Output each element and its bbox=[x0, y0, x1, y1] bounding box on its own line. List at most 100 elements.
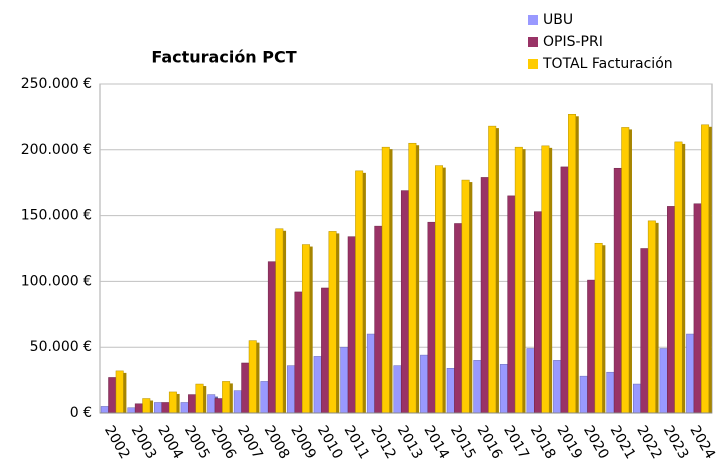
x-tick-label: 2020 bbox=[580, 423, 612, 462]
bar-side bbox=[442, 167, 446, 413]
bar-side bbox=[283, 230, 287, 413]
x-tick-label: 2019 bbox=[553, 423, 585, 462]
bar bbox=[355, 170, 364, 414]
x-tick-label: 2024 bbox=[686, 423, 718, 462]
x-tick-label: 2021 bbox=[607, 423, 639, 462]
bar-side bbox=[602, 245, 606, 413]
bar bbox=[142, 398, 151, 414]
x-tick-label: 2013 bbox=[394, 423, 426, 462]
bar bbox=[686, 333, 695, 414]
bar bbox=[100, 406, 109, 414]
bar bbox=[154, 402, 162, 414]
bar bbox=[347, 236, 356, 414]
x-tick-label: 2015 bbox=[447, 423, 479, 462]
bar bbox=[313, 356, 322, 414]
x-tick-label: 2004 bbox=[154, 423, 186, 462]
legend-swatch bbox=[528, 37, 538, 47]
bar bbox=[568, 114, 577, 414]
y-tick-label: 250.000 € bbox=[21, 76, 92, 92]
x-tick-label: 2016 bbox=[474, 423, 506, 462]
bar-side bbox=[362, 172, 366, 413]
bar bbox=[195, 383, 204, 414]
bar bbox=[108, 377, 117, 414]
bar bbox=[328, 231, 337, 414]
bar-side bbox=[682, 143, 686, 414]
bar-side bbox=[309, 246, 313, 413]
bar bbox=[667, 206, 675, 414]
bar bbox=[127, 407, 136, 414]
bar bbox=[340, 346, 349, 414]
bar bbox=[659, 348, 668, 414]
bar-side bbox=[229, 383, 233, 413]
bar bbox=[393, 365, 402, 414]
bar bbox=[222, 381, 231, 414]
bar bbox=[488, 125, 497, 414]
bar bbox=[287, 365, 296, 414]
bar-side bbox=[336, 233, 340, 413]
bar bbox=[188, 394, 197, 414]
bar-side bbox=[123, 372, 127, 413]
bar bbox=[526, 348, 535, 414]
y-tick-label: 150.000 € bbox=[21, 208, 92, 224]
bar bbox=[560, 166, 569, 414]
bar bbox=[587, 279, 596, 414]
bar bbox=[241, 362, 250, 414]
bar-side bbox=[176, 393, 180, 413]
bar bbox=[321, 287, 330, 414]
bar bbox=[381, 146, 390, 414]
legend-swatch bbox=[528, 59, 538, 69]
x-tick-label: 2010 bbox=[314, 423, 346, 462]
bar bbox=[606, 371, 615, 414]
bar-side bbox=[203, 386, 207, 413]
bar bbox=[594, 242, 603, 414]
bar bbox=[180, 402, 189, 414]
bar-side bbox=[256, 342, 260, 413]
bar bbox=[693, 203, 702, 414]
x-tick-label: 2008 bbox=[261, 423, 293, 462]
bar bbox=[446, 368, 455, 414]
x-tick-label: 2018 bbox=[527, 423, 559, 462]
x-tick-label: 2003 bbox=[128, 423, 160, 462]
bar bbox=[461, 179, 470, 414]
x-tick-label: 2023 bbox=[660, 423, 692, 462]
bar bbox=[207, 394, 216, 414]
bar bbox=[647, 220, 656, 414]
bar bbox=[454, 223, 463, 414]
bar bbox=[400, 190, 409, 414]
bar-side bbox=[549, 147, 553, 414]
bar bbox=[534, 211, 542, 414]
bar bbox=[366, 333, 375, 414]
x-tick-label: 2002 bbox=[101, 423, 133, 462]
bar-side bbox=[389, 149, 393, 413]
bar bbox=[275, 228, 284, 414]
y-tick-label: 200.000 € bbox=[21, 142, 92, 158]
bar bbox=[613, 167, 622, 414]
x-tick-label: 2014 bbox=[420, 423, 452, 462]
bar bbox=[134, 403, 143, 414]
bar bbox=[435, 165, 443, 414]
bar bbox=[427, 221, 436, 414]
y-tick-label: 0 € bbox=[70, 405, 92, 421]
bar-side bbox=[628, 129, 632, 414]
bar bbox=[640, 248, 649, 414]
bar bbox=[420, 354, 429, 414]
x-tick-label: 2007 bbox=[234, 423, 266, 462]
legend-label: OPIS-PRI bbox=[543, 34, 603, 50]
bar bbox=[473, 360, 482, 414]
x-tick-label: 2006 bbox=[207, 423, 239, 462]
y-tick-label: 50.000 € bbox=[30, 339, 92, 355]
bar bbox=[579, 375, 588, 414]
bar bbox=[374, 225, 383, 414]
bar bbox=[233, 390, 242, 414]
bar bbox=[499, 364, 508, 414]
x-tick-label: 2012 bbox=[367, 423, 399, 462]
bar bbox=[267, 261, 276, 414]
bar bbox=[214, 398, 223, 414]
bar bbox=[507, 195, 516, 414]
bar bbox=[621, 127, 630, 414]
bar bbox=[161, 402, 170, 414]
x-tick-label: 2022 bbox=[633, 423, 665, 462]
bar-side bbox=[495, 128, 499, 413]
bar bbox=[541, 145, 550, 414]
bar bbox=[115, 370, 124, 414]
